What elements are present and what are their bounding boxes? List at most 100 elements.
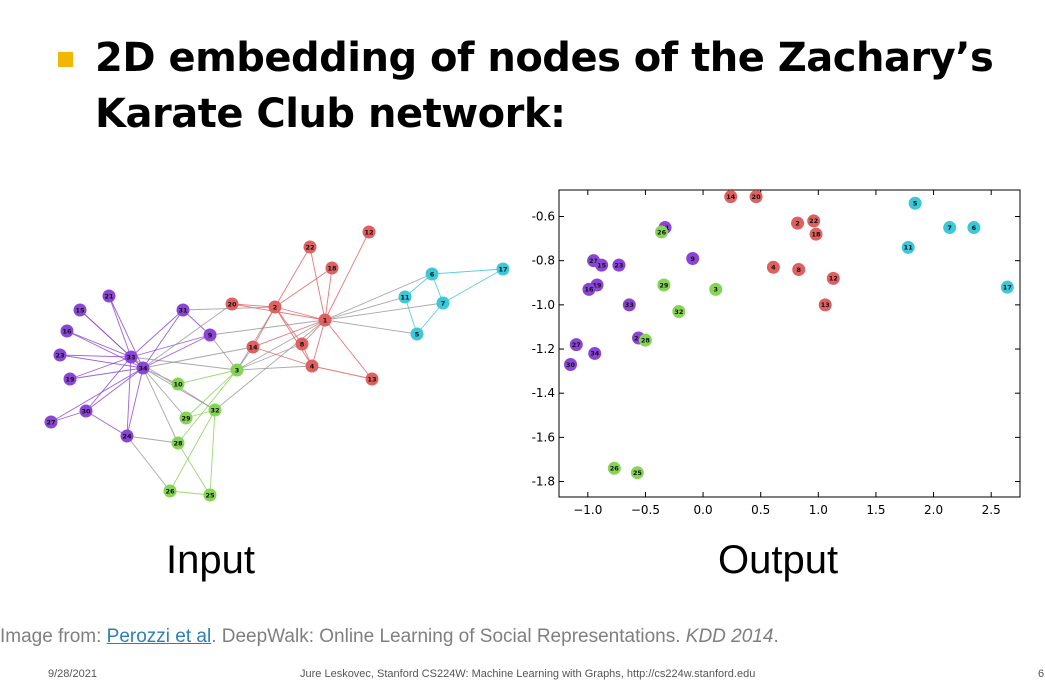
x-tick-label: 1.0 xyxy=(809,503,828,517)
x-tick-label: −0.5 xyxy=(631,503,660,517)
scatter-point-5: 5 xyxy=(908,196,922,210)
network-edge xyxy=(324,302,444,321)
network-node-circle xyxy=(136,361,150,375)
scatter-point-29: 29 xyxy=(657,278,671,292)
x-tick-label: 2.5 xyxy=(982,503,1001,517)
caption-venue: KDD 2014 xyxy=(685,626,774,647)
network-edge xyxy=(431,268,504,275)
network-edge xyxy=(108,295,132,358)
network-node-circle xyxy=(268,300,282,314)
network-edge xyxy=(214,319,326,411)
network-node-28: 28 xyxy=(171,436,185,450)
scatter-point-marker xyxy=(766,260,780,274)
scatter-point-marker xyxy=(709,282,723,296)
network-edge xyxy=(324,319,373,380)
caption-prefix: Image from: xyxy=(0,626,107,647)
network-node-circle xyxy=(303,240,317,254)
scatter-point-marker xyxy=(657,278,671,292)
scatter-point-marker xyxy=(826,271,840,285)
scatter-point-marker xyxy=(967,221,981,235)
scatter-point-22: 22 xyxy=(807,214,821,228)
network-edge xyxy=(85,410,128,437)
title-bullet xyxy=(58,52,73,67)
network-edge xyxy=(274,267,333,308)
scatter-point-marker xyxy=(908,196,922,210)
network-edge xyxy=(274,306,326,321)
scatter-points: 1420222184812135761117319211523191633242… xyxy=(564,190,1014,480)
network-node-circle xyxy=(63,372,77,386)
network-node-7: 7 xyxy=(436,296,450,310)
scatter-point-label: 25 xyxy=(633,469,643,477)
scatter-point-marker xyxy=(749,190,763,204)
scatter-point-label: 34 xyxy=(590,350,600,358)
scatter-point-label: 32 xyxy=(674,308,683,316)
scatter-point-marker xyxy=(901,240,915,254)
scatter-point-label: 6 xyxy=(972,224,977,232)
scatter-point-label: 24 xyxy=(634,334,644,342)
x-axis: −1.0 −0.5 0.0 0.5 1.0 1.5 2.0 2.5 xyxy=(573,190,1001,517)
network-node-circle xyxy=(171,377,185,391)
network-node-25: 25 xyxy=(203,488,217,502)
scatter-point-14: 14 xyxy=(724,190,738,204)
network-node-label: 31 xyxy=(178,306,188,314)
network-edge xyxy=(252,306,276,348)
input-network-graph: 123 4567891011121314151617181920212223242… xyxy=(44,225,510,502)
network-node-10: 10 xyxy=(171,377,185,391)
network-edge xyxy=(324,231,370,321)
network-node-30: 30 xyxy=(79,404,93,418)
network-node-circle xyxy=(230,363,244,377)
network-node-label: 21 xyxy=(104,292,114,300)
y-tick-label: -1.0 xyxy=(532,298,555,312)
slide-title-line1: 2D embedding of nodes of the Zachary’s xyxy=(95,35,994,81)
scatter-point-label: 13 xyxy=(821,301,830,309)
scatter-point-marker xyxy=(655,225,669,239)
scatter-point-marker xyxy=(724,190,738,204)
network-node-circle xyxy=(496,262,510,276)
network-node-label: 27 xyxy=(46,418,55,426)
network-node-4: 4 xyxy=(305,359,319,373)
network-node-circle xyxy=(102,289,116,303)
network-node-27: 27 xyxy=(44,415,58,429)
scatter-point-label: 21 xyxy=(589,257,599,265)
network-node-circle xyxy=(410,327,424,341)
x-tick-label: 0.0 xyxy=(694,503,713,517)
network-node-label: 24 xyxy=(122,432,132,440)
network-edge xyxy=(274,306,303,345)
network-node-circle xyxy=(179,411,193,425)
network-edge xyxy=(236,319,326,371)
scatter-point-6: 6 xyxy=(967,221,981,235)
scatter-point-label: 5 xyxy=(913,200,918,208)
scatter-point-28: 28 xyxy=(638,333,652,347)
output-embedding-scatter: −1.0 −0.5 0.0 0.5 1.0 1.5 2.0 2.5 -0.6 -0.8 -1.0 -1… xyxy=(532,189,1021,517)
scatter-point-marker xyxy=(791,216,805,230)
scatter-point-label: 29 xyxy=(659,281,669,289)
network-node-label: 18 xyxy=(327,264,337,272)
network-node-14: 14 xyxy=(246,340,260,354)
network-edge xyxy=(85,356,132,412)
scatter-point-26: 26 xyxy=(655,225,669,239)
network-edge xyxy=(169,490,211,496)
network-node-19: 19 xyxy=(63,372,77,386)
y-tick-label: -0.6 xyxy=(532,210,555,224)
network-node-34: 34 xyxy=(136,361,150,375)
network-node-label: 7 xyxy=(441,299,446,307)
scatter-point-marker xyxy=(807,214,821,228)
scatter-point-marker xyxy=(612,258,626,272)
network-edge xyxy=(142,303,233,369)
scatter-point-label: 14 xyxy=(726,193,736,201)
network-node-circle xyxy=(295,337,309,351)
network-edge xyxy=(59,354,144,369)
perozzi-link[interactable]: Perozzi et al xyxy=(106,626,212,647)
network-edge xyxy=(142,334,211,369)
scatter-point-2: 2 xyxy=(791,216,805,230)
network-node-label: 33 xyxy=(126,353,135,361)
network-node-circle xyxy=(246,340,260,354)
scatter-point-27: 27 xyxy=(569,338,583,352)
scatter-point-18: 18 xyxy=(809,227,823,241)
network-node-circle xyxy=(225,297,239,311)
slide-title: 2D embedding of nodes of the Zachary’s K… xyxy=(95,30,995,142)
scatter-point-label: 26 xyxy=(657,228,667,236)
scatter-point-label: 9 xyxy=(690,255,695,263)
network-node-label: 4 xyxy=(310,362,315,370)
footer-credit: Jure Leskovec, Stanford CS224W: Machine … xyxy=(300,668,756,680)
